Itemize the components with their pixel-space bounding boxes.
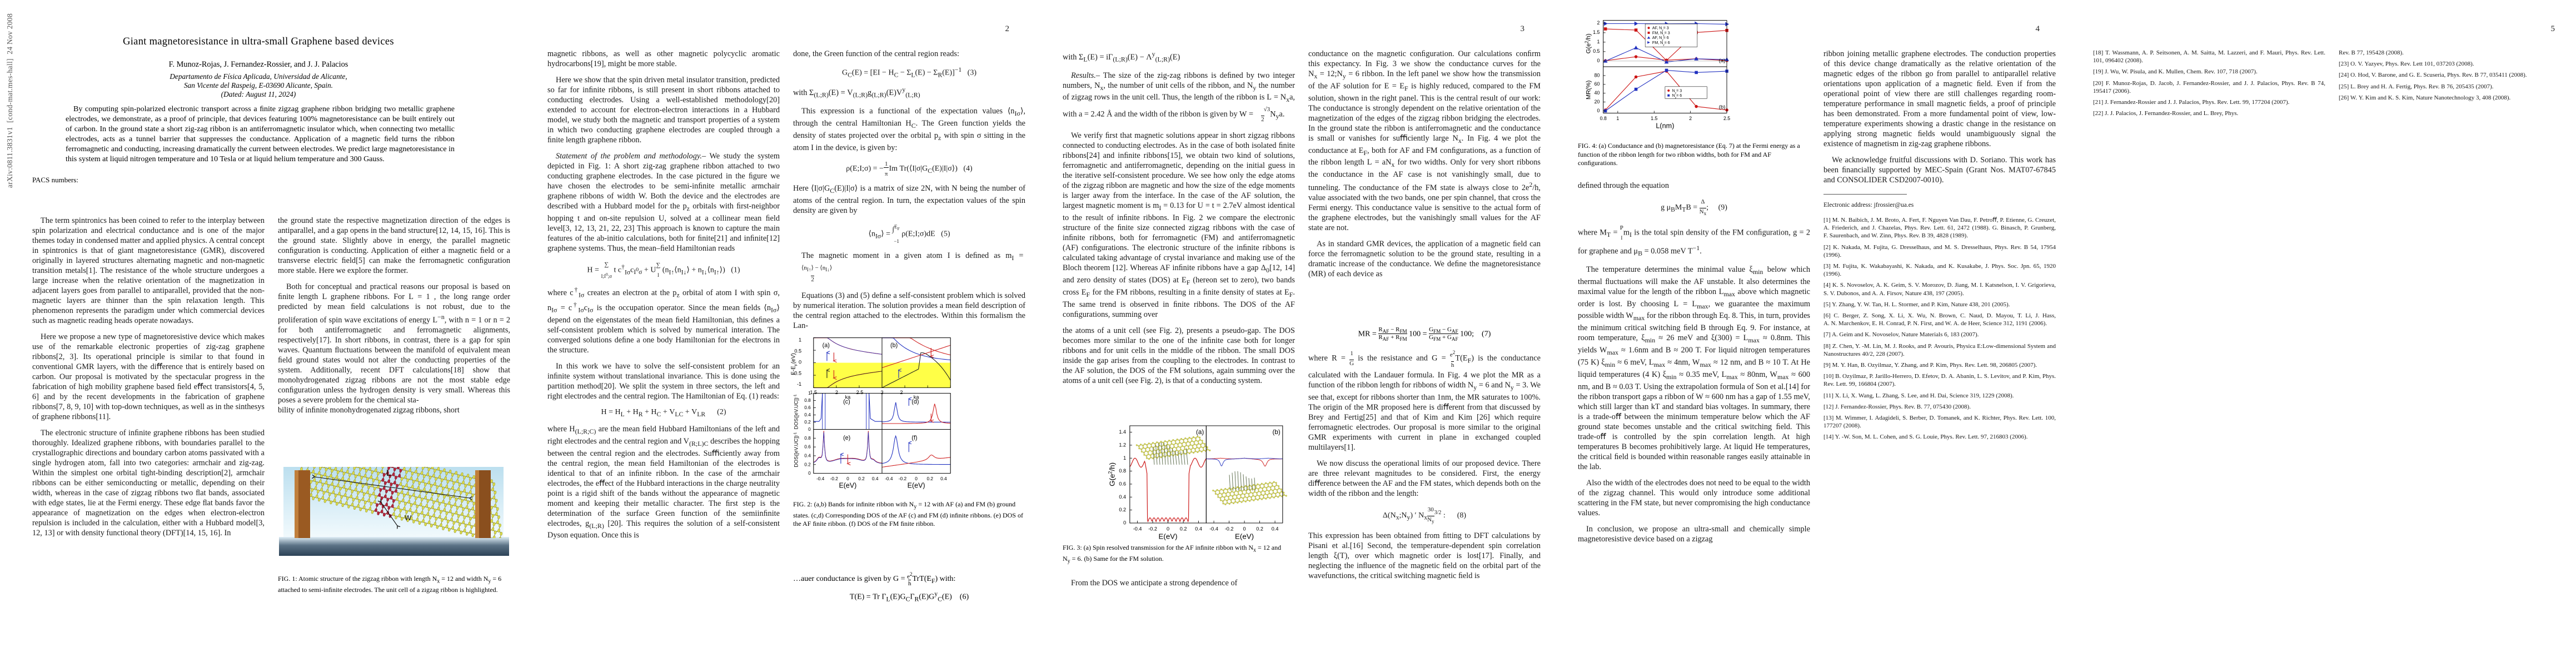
- svg-text:-1: -1: [797, 381, 801, 387]
- svg-text:(e): (e): [843, 435, 850, 441]
- svg-text:0: 0: [915, 476, 918, 481]
- svg-text:E(eV): E(eV): [1159, 532, 1178, 540]
- svg-text:0.8: 0.8: [1119, 468, 1126, 474]
- svg-text:(a): (a): [1196, 429, 1204, 436]
- svg-text:0.4: 0.4: [804, 412, 811, 417]
- svg-text:-0.4: -0.4: [1209, 526, 1218, 531]
- svg-text:0.5: 0.5: [794, 348, 801, 354]
- svg-text:MR(%): MR(%): [1586, 80, 1592, 99]
- svg-text:G(e2/h): G(e2/h): [1584, 33, 1592, 53]
- svg-text:-0.4: -0.4: [816, 476, 825, 481]
- svg-text:0: 0: [808, 426, 811, 432]
- svg-text:0.8: 0.8: [804, 397, 811, 403]
- svg-text:-0.4: -0.4: [885, 476, 893, 481]
- svg-text:-0.2: -0.2: [899, 476, 907, 481]
- svg-text:0.4: 0.4: [804, 452, 811, 458]
- svg-text:0: 0: [1243, 526, 1246, 531]
- svg-text:40: 40: [1595, 90, 1600, 96]
- svg-text:0.6: 0.6: [804, 405, 811, 410]
- svg-text:0.4: 0.4: [1272, 526, 1279, 531]
- svg-text:-0.2: -0.2: [1225, 526, 1234, 531]
- svg-text:0: 0: [846, 476, 849, 481]
- svg-text:DOS([eV.UC])-1: DOS([eV.UC])-1: [793, 394, 799, 429]
- svg-text:0.2: 0.2: [1256, 526, 1263, 531]
- svg-text:2.5: 2.5: [856, 390, 864, 395]
- svg-text:1.5: 1.5: [1593, 29, 1600, 35]
- svg-text:0: 0: [808, 470, 811, 476]
- svg-text:2: 2: [835, 390, 838, 395]
- svg-text:1: 1: [799, 337, 801, 342]
- svg-text:G(e2/h): G(e2/h): [1107, 462, 1116, 486]
- svg-text:(f): (f): [911, 435, 917, 441]
- svg-text:0: 0: [799, 359, 801, 365]
- svg-text:20: 20: [1595, 99, 1600, 104]
- svg-text:E(eV): E(eV): [839, 481, 856, 489]
- svg-text:1: 1: [808, 390, 811, 396]
- svg-text:1: 1: [1597, 39, 1600, 44]
- svg-text:0.4: 0.4: [1195, 526, 1202, 531]
- svg-text:0.2: 0.2: [804, 461, 811, 467]
- svg-text:(b): (b): [890, 342, 898, 349]
- svg-text:L: L: [386, 469, 391, 478]
- svg-text:0.8: 0.8: [804, 435, 811, 441]
- svg-text:0.2: 0.2: [1180, 526, 1187, 531]
- svg-text:E(eV): E(eV): [1235, 532, 1254, 540]
- svg-text:0: 0: [1123, 520, 1126, 525]
- svg-text:0: 0: [1597, 108, 1600, 113]
- svg-text:2.5: 2.5: [1723, 116, 1730, 121]
- svg-text:E(eV): E(eV): [908, 481, 925, 489]
- svg-text:1.4: 1.4: [1119, 429, 1126, 435]
- svg-text:0.2: 0.2: [1119, 507, 1126, 512]
- svg-text:(b): (b): [1719, 104, 1726, 111]
- svg-text:1: 1: [1616, 116, 1619, 121]
- svg-text:-0.2: -0.2: [1148, 526, 1157, 531]
- svg-text:0.6: 0.6: [804, 444, 811, 450]
- svg-text:0.8: 0.8: [1600, 116, 1607, 121]
- svg-text:0: 0: [1597, 58, 1600, 63]
- svg-text:2: 2: [1597, 20, 1600, 26]
- svg-text:-0.2: -0.2: [830, 476, 839, 481]
- svg-text:(d): (d): [911, 399, 919, 405]
- svg-text:1.5: 1.5: [1651, 116, 1657, 121]
- svg-text:DOS([eV.UC])-1: DOS([eV.UC])-1: [793, 432, 799, 467]
- svg-text:2: 2: [900, 390, 903, 395]
- svg-text:0.4: 0.4: [940, 476, 947, 481]
- svg-text:1: 1: [1123, 455, 1126, 461]
- svg-text:(c): (c): [843, 399, 850, 405]
- svg-text:-0.4: -0.4: [1133, 526, 1142, 531]
- svg-text:60: 60: [1595, 81, 1600, 87]
- svg-text:2: 2: [1689, 116, 1692, 121]
- svg-text:0.2: 0.2: [804, 419, 811, 425]
- svg-text:L(nm): L(nm): [1656, 122, 1674, 130]
- svg-text:0.2: 0.2: [858, 476, 865, 481]
- svg-text:W: W: [405, 514, 412, 522]
- svg-text:(b): (b): [1273, 429, 1280, 436]
- svg-text:80: 80: [1595, 72, 1600, 78]
- svg-text:(a): (a): [1719, 58, 1726, 64]
- svg-text:0.2: 0.2: [926, 476, 933, 481]
- svg-text:(a): (a): [823, 342, 830, 349]
- svg-text:1.2: 1.2: [1119, 442, 1126, 447]
- svg-text:0.4: 0.4: [1119, 494, 1126, 500]
- svg-text:0.4: 0.4: [872, 476, 879, 481]
- svg-text:0.5: 0.5: [1593, 48, 1600, 54]
- svg-text:0: 0: [1167, 526, 1169, 531]
- svg-text:0.6: 0.6: [1119, 481, 1126, 486]
